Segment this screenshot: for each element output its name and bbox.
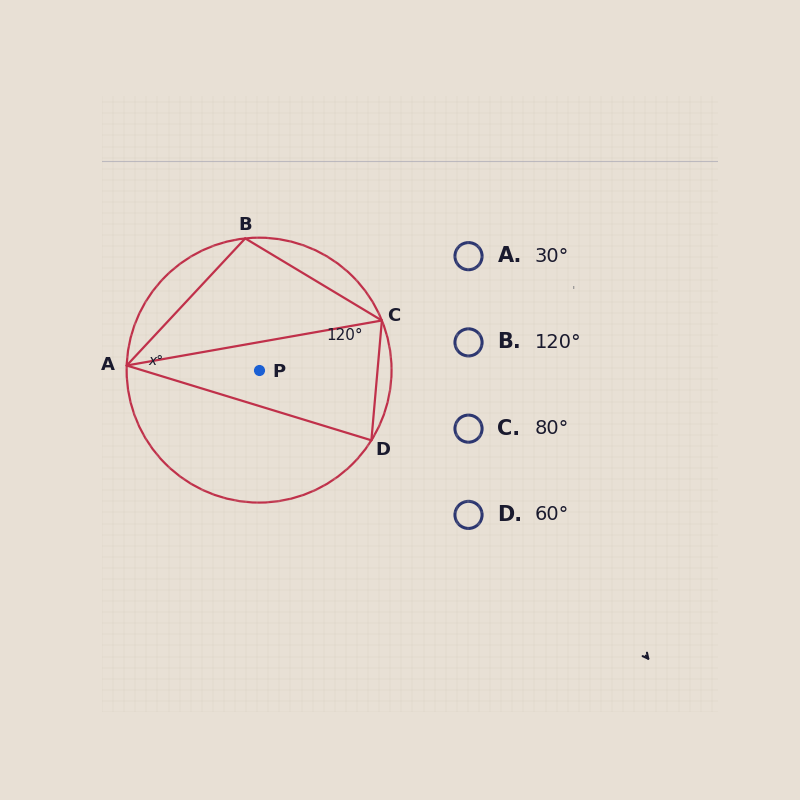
Text: C: C xyxy=(387,306,401,325)
Text: 120°: 120° xyxy=(326,329,363,343)
Text: B: B xyxy=(238,216,252,234)
Text: P: P xyxy=(273,363,286,381)
Text: x°: x° xyxy=(149,354,164,367)
Text: D.: D. xyxy=(498,505,522,525)
Text: B.: B. xyxy=(498,333,522,352)
Text: 80°: 80° xyxy=(534,419,569,438)
Text: A: A xyxy=(102,357,115,374)
Text: C.: C. xyxy=(498,418,521,438)
Text: A.: A. xyxy=(498,246,522,266)
Text: 30°: 30° xyxy=(534,246,569,266)
Text: ': ' xyxy=(571,285,575,298)
Text: 60°: 60° xyxy=(534,506,569,524)
Text: D: D xyxy=(375,441,390,459)
Text: 120°: 120° xyxy=(534,333,581,352)
